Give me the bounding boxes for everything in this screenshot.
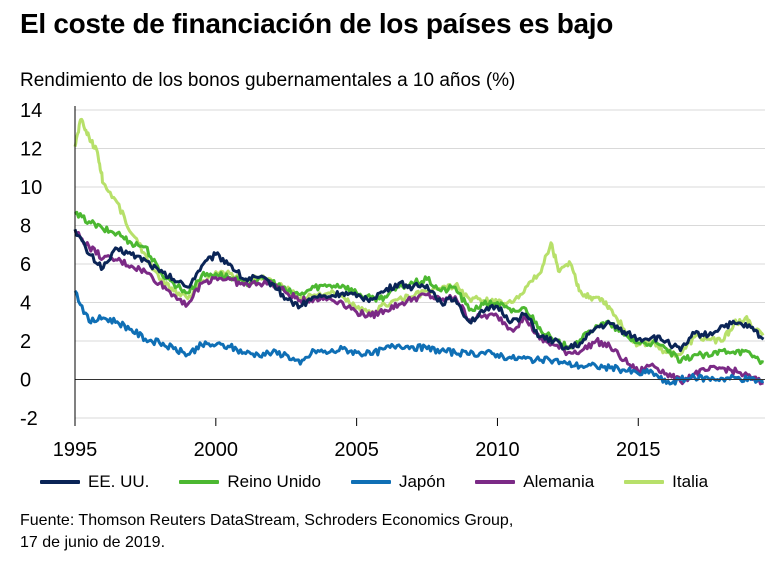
- y-tick-label: 8: [20, 216, 31, 238]
- x-tick-label: 2015: [616, 439, 661, 461]
- y-tick-label: 10: [20, 177, 42, 199]
- legend-swatch-italy: [624, 480, 665, 484]
- legend-label-us: EE. UU.: [88, 472, 150, 491]
- x-tick-label: 2005: [334, 439, 379, 461]
- legend-item-japan: Japón: [350, 472, 446, 492]
- legend-item-germany: Alemania: [475, 472, 594, 492]
- x-tick-label: 2000: [194, 439, 239, 461]
- source-line-1: Fuente: Thomson Reuters DataStream, Schr…: [20, 512, 514, 529]
- legend-label-germany: Alemania: [523, 472, 595, 491]
- line-chart: -2 0 2 4 6 8 10 12 14 1995 2000 2005 2010 2015: [20, 100, 765, 461]
- series-line-alemania: [74, 230, 764, 386]
- source-note: Fuente: Thomson Reuters DataStream, Schr…: [20, 510, 513, 554]
- series-line-jap-n: [73, 290, 764, 386]
- legend-swatch-uk: [179, 480, 220, 484]
- x-tick-label: 1995: [53, 439, 98, 461]
- legend-swatch-japan: [350, 480, 391, 484]
- legend-swatch-us: [40, 480, 80, 484]
- series-lines: [73, 117, 765, 386]
- source-line-2: 17 de junio de 2019.: [20, 534, 166, 551]
- legend-item-uk: Reino Unido: [179, 472, 321, 492]
- legend: EE. UU. Reino Unido Japón Alemania Itali…: [40, 470, 760, 494]
- x-tick-labels: 1995 2000 2005 2010 2015: [53, 439, 661, 461]
- y-tick-label: 14: [20, 100, 42, 122]
- axes: [74, 106, 765, 426]
- y-tick-label: -2: [20, 408, 38, 430]
- y-axis-label: Rendimiento de los bonos gubernamentales…: [20, 70, 516, 91]
- y-tick-label: 2: [20, 331, 31, 353]
- grid-lines: [75, 109, 765, 419]
- y-tick-label: 4: [20, 293, 31, 315]
- series-line-italia: [73, 117, 765, 358]
- series-line-ee-uu-: [73, 228, 765, 353]
- legend-item-us: EE. UU.: [40, 472, 149, 492]
- legend-item-italy: Italia: [624, 472, 708, 492]
- y-tick-label: 6: [20, 254, 31, 276]
- y-tick-label: 12: [20, 139, 42, 161]
- x-tick-label: 2010: [475, 439, 520, 461]
- chart-title: El coste de financiación de los países e…: [20, 8, 614, 39]
- y-tick-label: 0: [20, 370, 31, 392]
- legend-label-italy: Italia: [672, 472, 709, 491]
- series-line-reino-unido: [73, 210, 765, 365]
- legend-label-uk: Reino Unido: [227, 472, 321, 491]
- y-tick-labels: -2 0 2 4 6 8 10 12 14: [20, 100, 42, 430]
- legend-swatch-germany: [475, 480, 516, 484]
- legend-label-japan: Japón: [398, 472, 446, 491]
